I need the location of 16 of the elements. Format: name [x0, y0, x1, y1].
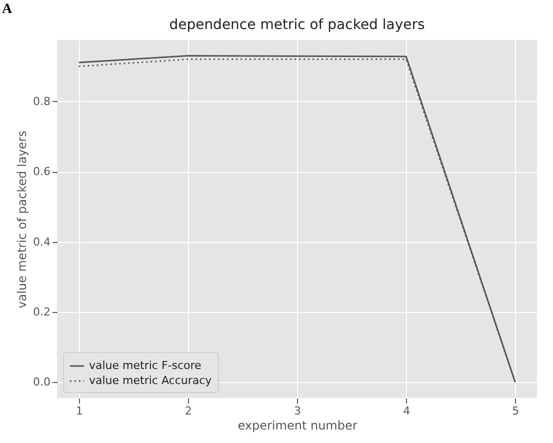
- y-tick-label: 0.2: [33, 306, 50, 319]
- y-tick-label: 0.4: [33, 235, 50, 248]
- x-tick-label: 2: [184, 404, 192, 418]
- chart-title: dependence metric of packed layers: [169, 17, 425, 33]
- y-tick-label: 0.8: [33, 94, 50, 108]
- y-tick-label: 0.6: [33, 165, 50, 178]
- legend-label: value metric F-score: [89, 359, 202, 372]
- x-tick-label: 4: [403, 404, 410, 418]
- x-tick-label: 5: [512, 404, 520, 418]
- x-tick-label: 3: [294, 404, 301, 418]
- x-tick-label: 1: [76, 404, 83, 418]
- y-tick-label: 0.0: [33, 376, 50, 389]
- y-axis-title: value metric of packed layers: [15, 130, 30, 308]
- text: A: [2, 2, 12, 18]
- legend-label: value metric Accuracy: [89, 374, 212, 387]
- x-axis-title: experiment number: [238, 418, 358, 432]
